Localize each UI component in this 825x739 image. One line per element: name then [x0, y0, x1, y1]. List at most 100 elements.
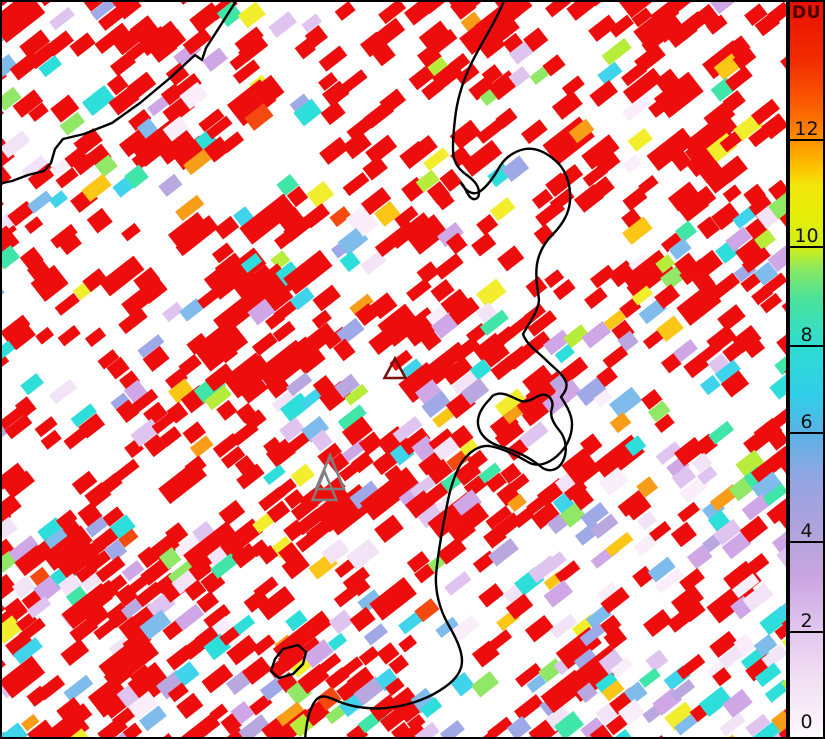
satellite-pixel	[608, 260, 637, 288]
satellite-pixel	[167, 682, 189, 703]
satellite-pixel	[385, 677, 405, 697]
satellite-pixel	[289, 286, 315, 311]
colorbar: 12 10 8 6 4 2 0 DU	[788, 0, 825, 739]
satellite-pixel	[634, 43, 666, 73]
satellite-pixel	[622, 187, 648, 211]
satellite-pixel	[430, 279, 455, 303]
satellite-pixel	[48, 378, 77, 405]
satellite-pixel	[774, 619, 788, 641]
satellite-pixel	[271, 535, 295, 559]
satellite-pixel	[42, 525, 93, 571]
satellite-pixel	[0, 462, 26, 490]
satellite-pixel	[725, 65, 753, 92]
satellite-pixel	[143, 401, 168, 426]
satellite-pixel	[50, 94, 80, 123]
satellite-pixel	[8, 324, 36, 351]
satellite-pixel	[189, 215, 219, 244]
satellite-pixel	[488, 629, 513, 652]
satellite-pixel	[580, 716, 607, 739]
satellite-pixel	[283, 249, 333, 295]
satellite-pixel	[444, 571, 472, 596]
satellite-pixel	[362, 155, 388, 181]
satellite-pixel	[735, 449, 765, 478]
satellite-pixel	[694, 185, 717, 208]
satellite-pixel	[192, 520, 217, 545]
satellite-pixel	[722, 688, 753, 718]
satellite-pixel	[209, 703, 229, 722]
satellite-pixel	[349, 293, 374, 316]
satellite-pixel	[226, 634, 259, 666]
satellite-pixel	[140, 557, 172, 586]
satellite-pixel	[174, 661, 200, 687]
satellite-pixel	[732, 205, 758, 229]
satellite-pixel	[188, 557, 213, 582]
satellite-pixel	[168, 130, 198, 158]
colorbar-zero-label: 0	[800, 711, 813, 733]
satellite-pixel	[552, 279, 576, 301]
map-svg	[0, 0, 788, 739]
satellite-pixel	[555, 560, 581, 584]
satellite-pixel	[220, 131, 245, 154]
satellite-pixel	[252, 634, 276, 656]
satellite-pixel	[494, 421, 525, 449]
central-lake	[476, 392, 567, 472]
satellite-pixel	[636, 476, 659, 498]
satellite-pixel	[122, 722, 143, 739]
satellite-pixel	[329, 206, 352, 228]
satellite-pixel	[109, 514, 136, 540]
satellite-pixel	[476, 213, 499, 236]
satellite-pixel	[176, 692, 204, 720]
satellite-pixel	[239, 377, 269, 404]
satellite-pixel	[579, 433, 603, 456]
satellite-pixel	[671, 150, 693, 172]
satellite-pixel	[104, 539, 128, 562]
satellite-pixel	[94, 154, 118, 178]
satellite-pixel	[697, 465, 718, 485]
satellite-pixel	[505, 438, 529, 461]
satellite-pixel	[183, 148, 213, 176]
satellite-pixel	[417, 502, 445, 529]
satellite-pixel	[471, 670, 500, 698]
satellite-pixel	[301, 13, 323, 33]
satellite-pixel	[440, 288, 470, 317]
satellite-pixel	[27, 162, 57, 190]
satellite-pixel	[475, 302, 499, 325]
satellite-pixel	[321, 538, 350, 565]
satellite-pixel	[164, 522, 189, 546]
satellite-pixel	[428, 28, 458, 56]
satellite-pixel	[677, 501, 700, 523]
satellite-pixel	[360, 250, 387, 275]
satellite-pixel	[205, 115, 233, 140]
satellite-pixel	[204, 385, 232, 411]
satellite-pixel	[48, 190, 68, 209]
satellite-pixel	[542, 54, 566, 77]
satellite-pixel	[374, 200, 401, 227]
satellite-pixel	[124, 164, 149, 189]
satellite-pixel	[564, 479, 588, 501]
satellite-pixel	[559, 502, 586, 528]
satellite-pixel	[183, 212, 204, 232]
satellite-pixel	[342, 171, 370, 197]
satellite-pixel	[431, 312, 459, 339]
satellite-pixel	[559, 356, 589, 384]
satellite-pixel	[356, 215, 379, 237]
colorbar-tick-label: 12	[794, 118, 819, 140]
satellite-pixel	[603, 309, 627, 331]
satellite-pixel	[198, 108, 225, 132]
satellite-pixel	[627, 127, 653, 152]
satellite-pixel	[189, 435, 214, 458]
satellite-pixel	[151, 413, 175, 435]
satellite-pixel	[165, 62, 190, 86]
satellite-pixel	[411, 134, 438, 161]
satellite-pixel	[719, 712, 746, 737]
satellite-pixel	[571, 488, 594, 511]
satellite-pixel	[418, 451, 445, 476]
satellite-pixel	[595, 703, 618, 726]
satellite-pixel	[69, 32, 96, 57]
satellite-pixel	[99, 255, 145, 297]
satellite-pixel	[714, 359, 742, 384]
satellite-pixel	[238, 714, 270, 739]
satellite-pixel	[90, 0, 117, 21]
satellite-pixel	[631, 7, 653, 28]
satellite-pixel	[394, 205, 419, 228]
